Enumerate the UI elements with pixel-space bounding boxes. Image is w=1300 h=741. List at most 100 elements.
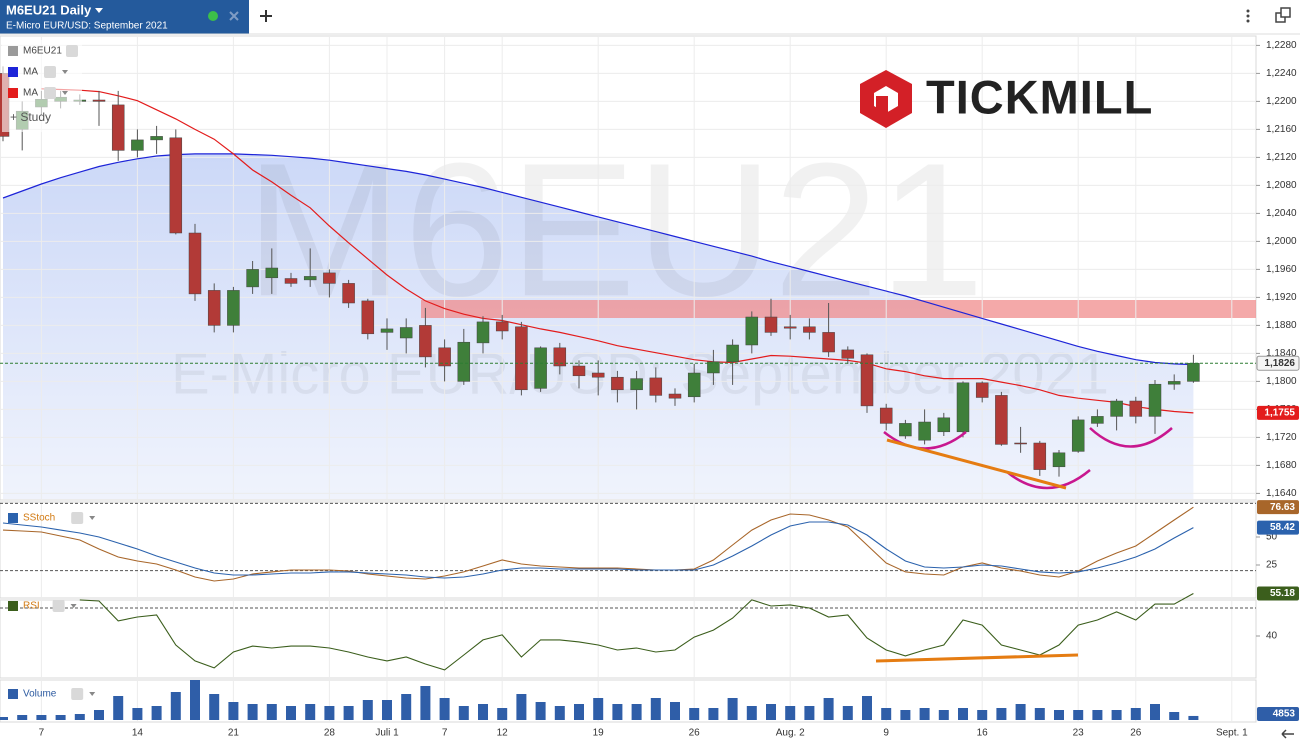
pane-legend-label[interactable]: RSI <box>23 601 40 612</box>
candle-body <box>207 290 221 326</box>
y-tick-label: 1,1840 <box>1266 348 1297 359</box>
candle-body <box>150 136 163 141</box>
candle-body <box>534 347 547 389</box>
arc-drawing <box>883 431 967 450</box>
volume-bar <box>881 708 892 720</box>
scroll-back[interactable] <box>1281 729 1294 739</box>
volume-bar <box>286 706 296 720</box>
pane-legend-swatch <box>8 513 18 523</box>
value-badge <box>1257 500 1299 515</box>
value-badge <box>1257 586 1299 601</box>
pane-settings[interactable] <box>71 512 84 524</box>
volume-bar <box>554 706 565 720</box>
volume-bar <box>1150 704 1160 720</box>
y-tick-label: 1,1880 <box>1266 320 1297 331</box>
candle-body <box>476 321 490 344</box>
status-dot <box>208 11 218 21</box>
volume-bar <box>17 715 28 720</box>
legend-dropdown[interactable] <box>62 70 68 74</box>
volume-bar <box>958 708 968 720</box>
candle-body <box>1148 383 1162 417</box>
x-tick-label: 9 <box>883 728 889 739</box>
candle-body <box>995 395 1008 445</box>
close-tab[interactable] <box>229 11 239 21</box>
y-tick-label: 25 <box>1266 560 1278 571</box>
pane-dropdown[interactable] <box>89 516 96 520</box>
volume-bar <box>593 698 604 720</box>
legend-label[interactable]: MA <box>23 88 38 99</box>
window-button[interactable] <box>1275 7 1291 23</box>
candle-body <box>764 316 778 333</box>
candle-body <box>745 316 759 346</box>
candle-body <box>1052 452 1066 468</box>
pane-frame <box>0 501 1257 599</box>
volume-bar <box>612 704 623 720</box>
candle-body <box>572 365 586 377</box>
legend-settings[interactable] <box>44 66 56 78</box>
candle-body <box>860 354 874 407</box>
candle-body <box>361 300 375 335</box>
x-tick-label: 7 <box>39 728 45 739</box>
trend-line-drawing <box>886 438 1067 490</box>
ma-line <box>2 153 1194 366</box>
legend-settings[interactable] <box>66 45 78 57</box>
chart-title[interactable]: M6EU21 Daily <box>6 2 92 17</box>
pane-frame <box>0 35 1257 501</box>
candle-body <box>188 232 202 295</box>
value-badge-label: 58.42 <box>1270 522 1295 533</box>
legend-label[interactable]: MA <box>23 67 38 78</box>
pane-legend-swatch <box>8 689 18 699</box>
volume-bar <box>266 704 277 720</box>
x-tick-label: 23 <box>1073 728 1085 739</box>
volume-bar <box>670 702 680 720</box>
pane-dropdown[interactable] <box>89 692 96 696</box>
add-study-button[interactable]: + Study <box>10 110 51 124</box>
add-tab[interactable] <box>260 10 272 22</box>
candle-body <box>611 376 624 391</box>
pane-settings[interactable] <box>71 688 84 700</box>
annotations <box>875 427 1173 663</box>
volume-bar <box>996 708 1007 720</box>
logo-icon-cut <box>876 96 888 116</box>
y-tick-label: 1,2160 <box>1266 124 1297 135</box>
volume-bar <box>324 706 335 720</box>
volume-bar <box>1034 708 1045 720</box>
pane-settings[interactable] <box>52 600 65 612</box>
y-tick-label: 1,2200 <box>1266 96 1297 107</box>
candle-body <box>495 321 509 332</box>
x-tick-label: 14 <box>132 728 144 739</box>
arc-drawing <box>1089 427 1173 448</box>
candle-body <box>956 382 970 433</box>
legend-swatch <box>8 67 18 77</box>
candle-body <box>707 361 720 374</box>
menu-button[interactable] <box>1246 9 1250 23</box>
chart-subtitle: E-Micro EUR/USD: September 2021 <box>6 21 168 32</box>
y-tick-label: 1,2080 <box>1266 180 1297 191</box>
y-tick-label: 1,1800 <box>1266 376 1297 387</box>
pane-dropdown[interactable] <box>70 604 77 608</box>
legend-dropdown[interactable] <box>62 91 68 95</box>
pane-legend-label[interactable]: SStoch <box>23 513 55 524</box>
pane-legend-label[interactable]: Volume <box>23 689 57 700</box>
volume-bar <box>170 692 181 720</box>
volume-bar <box>439 698 450 720</box>
candle-body <box>1110 400 1123 417</box>
x-tick-label: Juli 1 <box>375 728 399 739</box>
candle-body <box>131 139 144 151</box>
y-tick-label: 1,1640 <box>1266 488 1297 499</box>
candle-body <box>1071 419 1085 452</box>
legend-settings[interactable] <box>44 87 56 99</box>
candle-body <box>1091 416 1104 424</box>
dropdown-arrow[interactable] <box>95 8 103 13</box>
volume-bar <box>478 704 488 720</box>
candle-body <box>111 104 125 151</box>
candle-body <box>668 393 682 399</box>
legend-swatch <box>8 46 18 56</box>
candle-body <box>649 377 663 396</box>
volume-bar <box>938 710 949 720</box>
candle-body <box>1129 400 1143 417</box>
candle-body <box>687 372 701 398</box>
candle-body <box>284 278 298 284</box>
volume-bar <box>862 696 872 720</box>
legend-label[interactable]: M6EU21 <box>23 46 62 57</box>
